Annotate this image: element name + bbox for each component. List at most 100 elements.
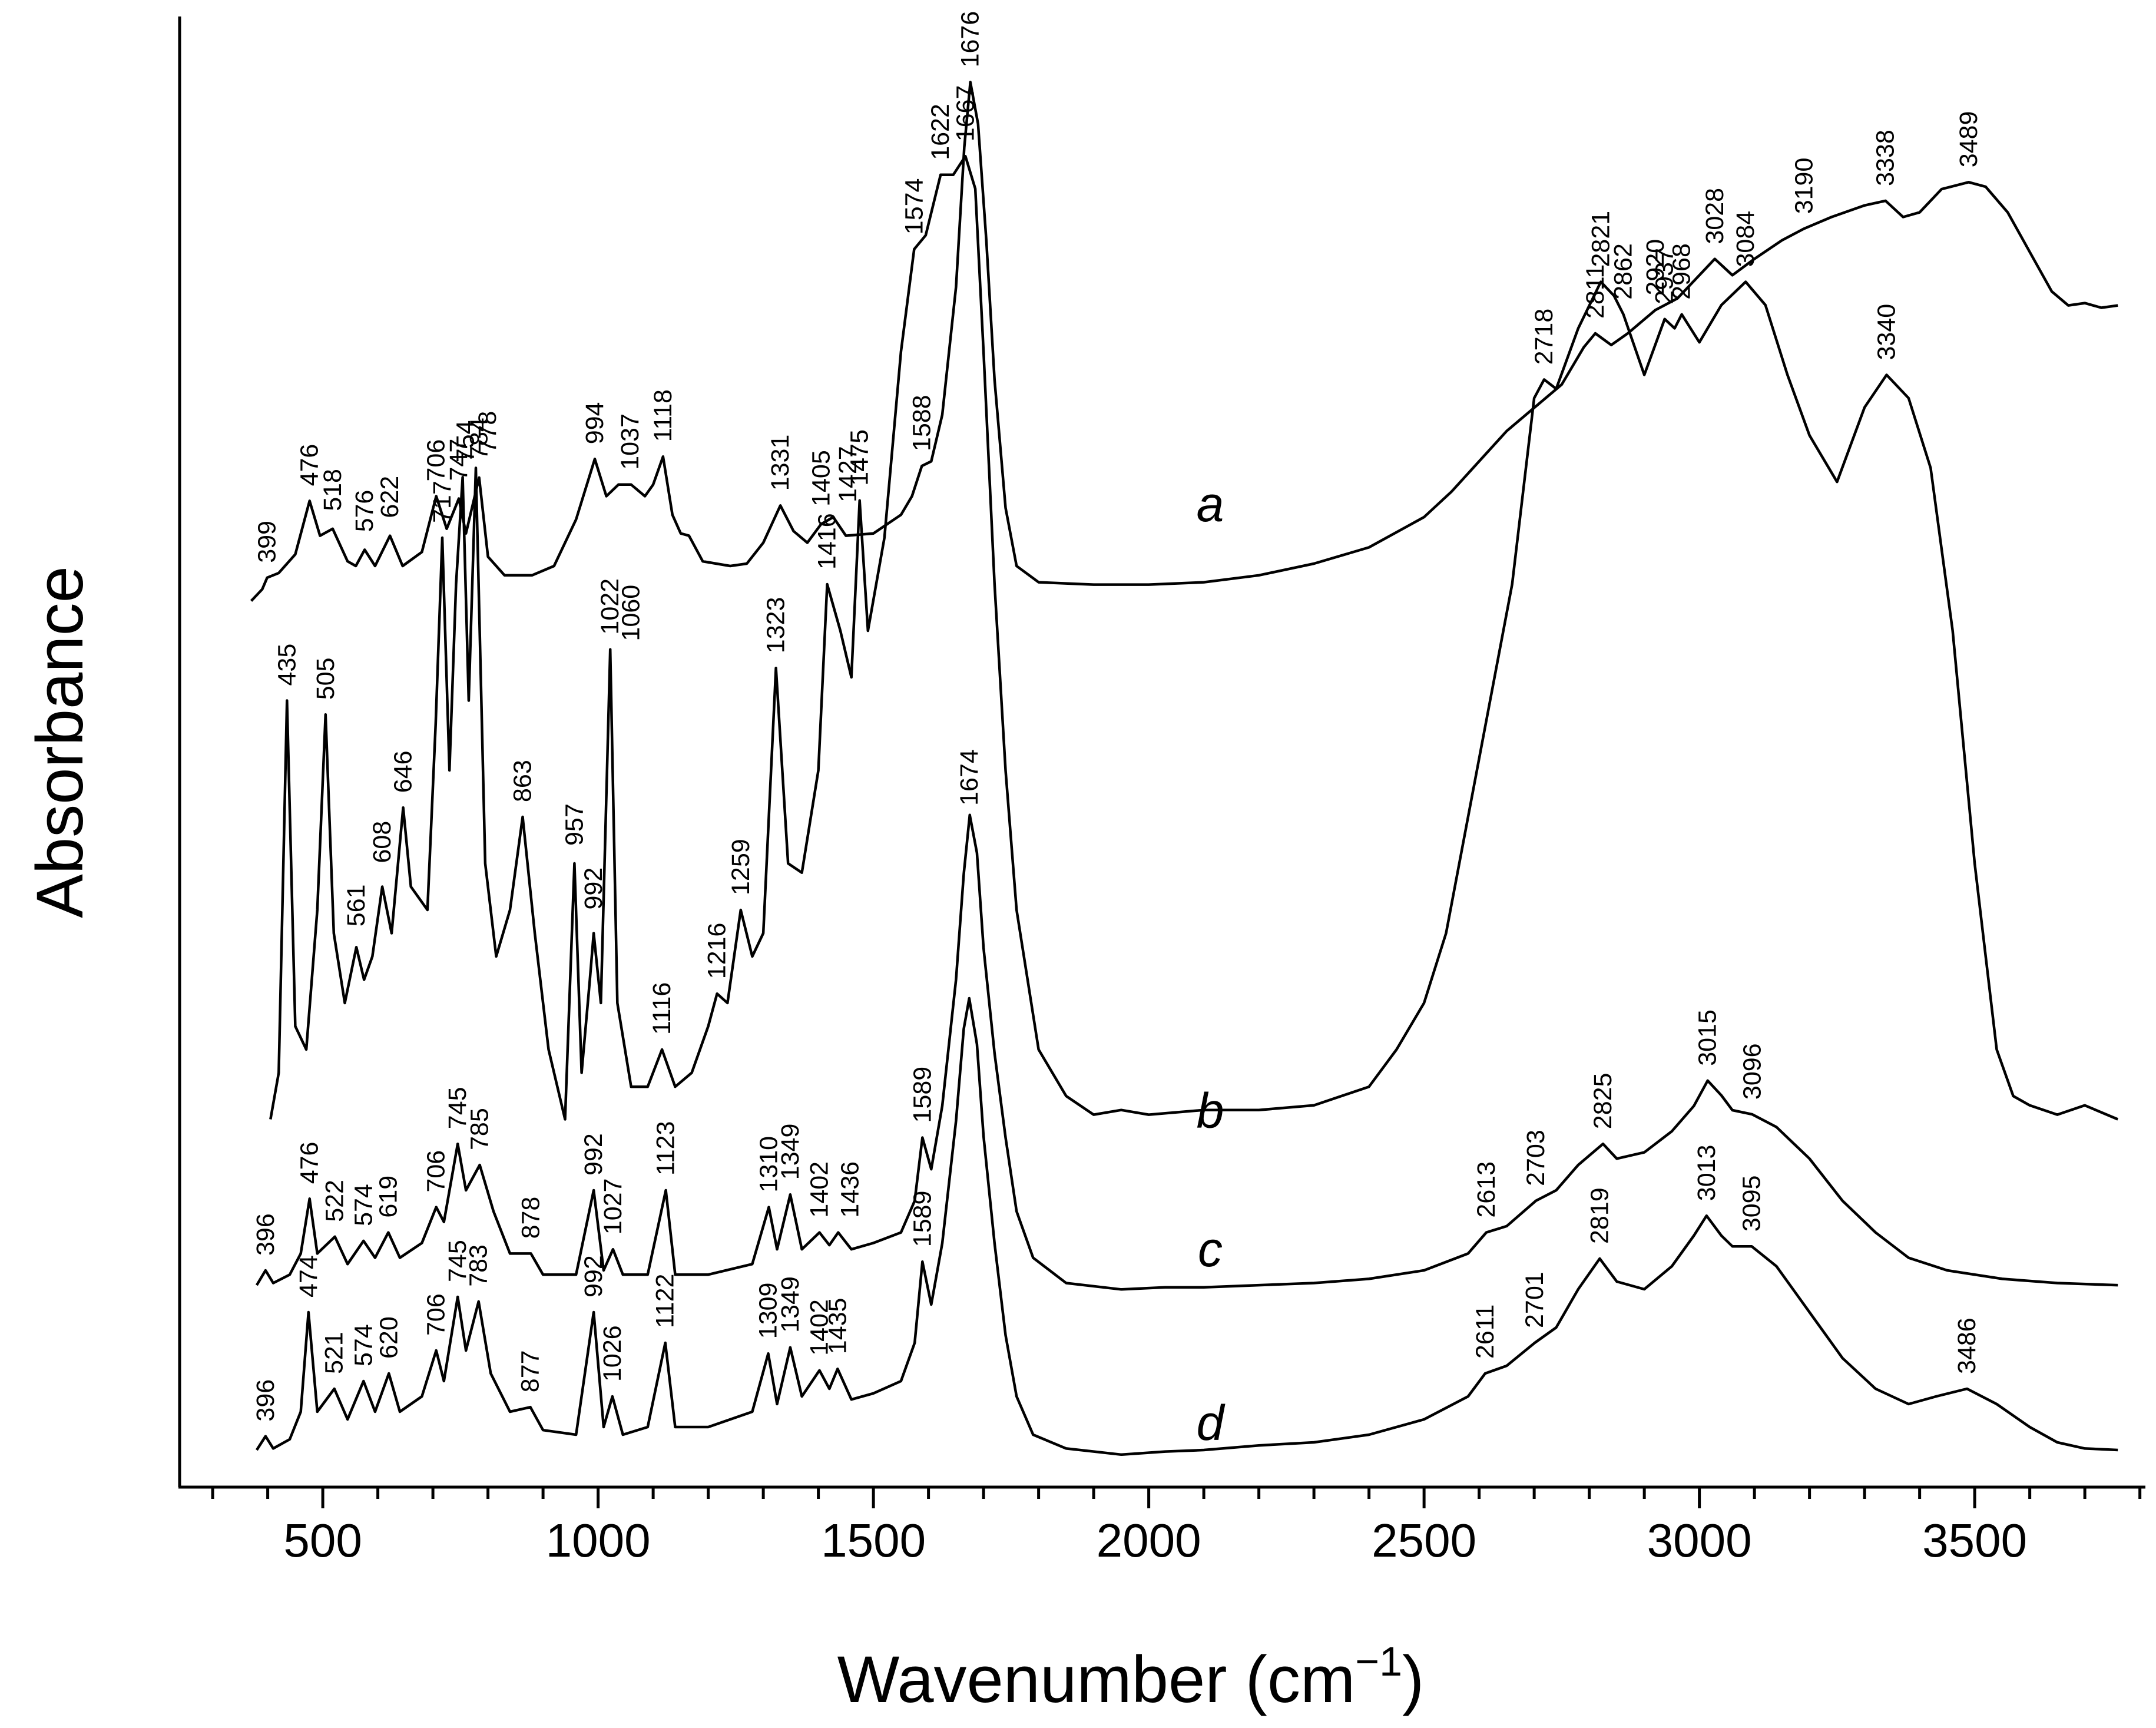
peak-label-a-994: 994 xyxy=(581,402,609,445)
peak-label-b-1259: 1259 xyxy=(727,839,755,895)
peak-label-b-754: 754 xyxy=(452,421,480,463)
peak-label-b-2821: 2821 xyxy=(1587,211,1615,267)
peak-label-a-706: 706 xyxy=(422,439,451,482)
peak-label-d-1402: 1402 xyxy=(806,1299,834,1356)
peak-label-b-505: 505 xyxy=(312,657,340,700)
peak-label-d-620: 620 xyxy=(375,1316,403,1359)
x-axis-title-exponent: −1 xyxy=(1355,1638,1402,1684)
peak-label-d-1122: 1122 xyxy=(651,1274,680,1328)
peak-label-d-783: 783 xyxy=(465,1244,493,1287)
peak-label-b-1475: 1475 xyxy=(846,429,874,486)
peak-label-d-1435: 1435 xyxy=(823,1298,852,1355)
peak-label-d-1589: 1589 xyxy=(908,1191,936,1247)
peak-label-b-957: 957 xyxy=(560,803,588,846)
series-a-line xyxy=(250,81,2118,602)
peak-label-a-1427: 1427 xyxy=(834,446,862,502)
peak-label-a-747: 747 xyxy=(445,439,473,481)
peak-label-b-1022: 1022 xyxy=(596,578,624,635)
x-axis-title-close: ) xyxy=(1402,1643,1424,1716)
spectra-series xyxy=(250,81,2119,1456)
peak-label-c-1349: 1349 xyxy=(776,1124,804,1180)
peak-label-b-2862: 2862 xyxy=(1609,243,1638,300)
peak-label-b-863: 863 xyxy=(509,760,537,802)
peak-label-d-877: 877 xyxy=(516,1350,545,1392)
peak-label-b-778: 778 xyxy=(473,411,502,453)
peak-label-a-3338: 3338 xyxy=(1872,130,1900,186)
peak-label-a-1676: 1676 xyxy=(956,11,985,68)
peak-label-b-3084: 3084 xyxy=(1731,211,1760,267)
peak-label-b-2937: 2937 xyxy=(1651,248,1679,304)
peak-label-a-2920: 2920 xyxy=(1641,239,1670,296)
peak-label-b-2968: 2968 xyxy=(1668,243,1696,300)
peak-label-a-1405: 1405 xyxy=(807,450,835,507)
peak-label-b-992: 992 xyxy=(579,868,608,910)
y-axis-title: Absorbance xyxy=(23,566,97,918)
peak-label-c-3096: 3096 xyxy=(1738,1043,1766,1100)
peak-label-c-1027: 1027 xyxy=(599,1179,627,1235)
peak-label-c-878: 878 xyxy=(517,1197,545,1239)
peak-label-a-476: 476 xyxy=(296,444,324,486)
peak-label-d-3013: 3013 xyxy=(1693,1145,1721,1201)
peak-label-d-706: 706 xyxy=(422,1293,451,1336)
peak-label-c-1402: 1402 xyxy=(806,1161,834,1218)
peak-label-b-646: 646 xyxy=(389,750,418,793)
peak-label-c-1589: 1589 xyxy=(908,1067,936,1123)
peak-label-d-3486: 3486 xyxy=(1953,1317,1981,1374)
peak-label-c-2613: 2613 xyxy=(1472,1161,1501,1218)
series-c-label: c xyxy=(1198,1221,1223,1277)
peak-label-a-3190: 3190 xyxy=(1790,158,1818,214)
series-b-line xyxy=(269,154,2119,1121)
peak-label-c-1310: 1310 xyxy=(755,1136,783,1193)
x-tick-label: 1000 xyxy=(546,1514,651,1567)
peak-label-b-1116: 1116 xyxy=(648,982,676,1035)
peak-label-d-2611: 2611 xyxy=(1471,1305,1499,1359)
peak-label-a-1037: 1037 xyxy=(616,413,644,470)
peak-label-c-2703: 2703 xyxy=(1522,1130,1550,1186)
peak-label-d-1309: 1309 xyxy=(754,1283,783,1339)
peak-label-c-619: 619 xyxy=(374,1176,402,1218)
peak-label-a-784: 784 xyxy=(465,418,494,460)
peak-label-d-992: 992 xyxy=(579,1255,608,1297)
series-d-line xyxy=(256,997,2118,1456)
peak-label-d-574: 574 xyxy=(349,1324,377,1366)
x-tick-label: 500 xyxy=(283,1514,362,1567)
peak-label-a-3028: 3028 xyxy=(1701,188,1729,244)
peak-label-b-561: 561 xyxy=(342,884,370,926)
peak-label-d-396: 396 xyxy=(251,1379,280,1422)
x-tick-label: 2500 xyxy=(1372,1514,1476,1567)
peak-label-a-399: 399 xyxy=(253,521,281,563)
peak-label-a-1060: 1060 xyxy=(617,585,645,641)
peak-label-c-3015: 3015 xyxy=(1694,1009,1722,1066)
chart-axes xyxy=(178,16,2145,1489)
x-tick-label: 2000 xyxy=(1097,1514,1201,1567)
x-tick-label: 1500 xyxy=(821,1514,926,1567)
series-a-label: a xyxy=(1197,476,1224,532)
peak-label-c-1436: 1436 xyxy=(836,1161,864,1218)
x-axis-title-main: Wavenumber (cm xyxy=(837,1643,1356,1716)
peak-label-c-706: 706 xyxy=(422,1150,451,1193)
peak-label-d-745: 745 xyxy=(443,1240,472,1282)
peak-label-a-2811: 2811 xyxy=(1581,264,1609,319)
peak-label-a-3489: 3489 xyxy=(1955,111,1983,168)
peak-label-c-522: 522 xyxy=(321,1180,349,1222)
peak-label-d-1026: 1026 xyxy=(598,1325,627,1382)
peak-label-b-1416: 1416 xyxy=(813,513,842,570)
peak-label-d-2701: 2701 xyxy=(1521,1272,1549,1328)
series-c-line xyxy=(255,813,2118,1291)
peak-label-c-745: 745 xyxy=(443,1087,472,1129)
peak-label-b-1574: 1574 xyxy=(900,178,928,235)
series-d-label: d xyxy=(1197,1395,1226,1451)
peak-label-d-2819: 2819 xyxy=(1585,1187,1614,1244)
peak-label-b-1323: 1323 xyxy=(762,597,790,654)
peak-label-d-3095: 3095 xyxy=(1738,1176,1766,1232)
peak-label-d-521: 521 xyxy=(320,1332,349,1374)
x-tick-label: 3500 xyxy=(1922,1514,2027,1567)
peak-label-c-476: 476 xyxy=(296,1142,324,1184)
peak-label-c-785: 785 xyxy=(466,1108,494,1150)
x-axis-title: Wavenumber (cm−1) xyxy=(837,1638,1425,1716)
x-axis-ticks: 500 1000 1500 2000 2500 3000 3500 xyxy=(211,1487,2142,1567)
peak-label-b-2718: 2718 xyxy=(1530,309,1558,365)
peak-label-b-1216: 1216 xyxy=(703,923,731,979)
peak-label-c-2825: 2825 xyxy=(1589,1073,1617,1130)
